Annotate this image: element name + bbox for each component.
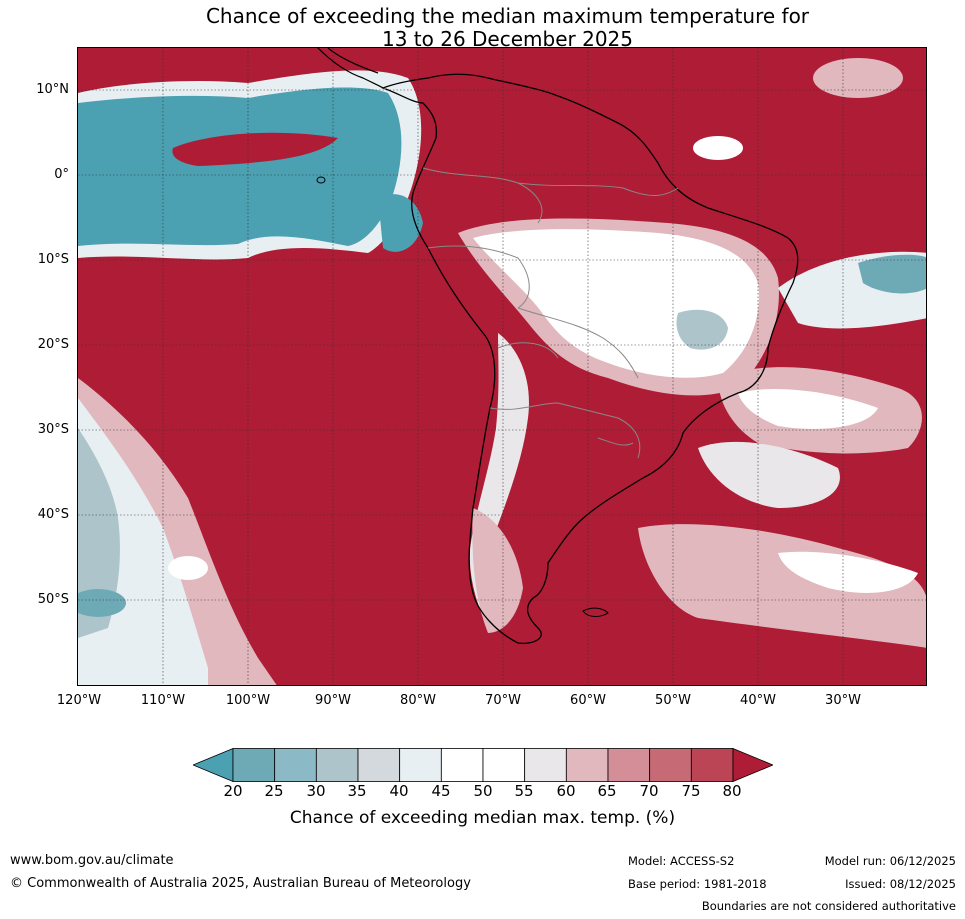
colorbar-swatch: [274, 748, 317, 782]
atlantic-low-core: [858, 254, 926, 294]
chart-title: Chance of exceeding the median maximum t…: [0, 5, 965, 51]
colorbar-tick: 35: [347, 782, 367, 800]
atlantic-white-3: [778, 551, 918, 593]
pacific-low-band: [78, 87, 402, 246]
lon-label-40w: 40°W: [740, 693, 776, 708]
se-pacific-low-spot: [78, 589, 126, 617]
lat-label-50s: 50°S: [37, 592, 69, 607]
lon-label-120w: 120°W: [56, 693, 102, 708]
colorbar-extend-low: [193, 748, 234, 782]
lat-label-20s: 20°S: [37, 337, 69, 352]
lon-label-30w: 30°W: [825, 693, 861, 708]
copyright-text: © Commonwealth of Australia 2025, Austra…: [10, 876, 471, 891]
lon-label-60w: 60°W: [570, 693, 606, 708]
colorbar-tick: 25: [264, 782, 284, 800]
south-america-coastline: [381, 73, 799, 644]
colorbar-swatch: [357, 748, 401, 782]
colorbar-tick: 45: [431, 782, 451, 800]
gridlines: [78, 48, 926, 685]
colorbar-swatch: [399, 748, 442, 782]
se-pacific-low: [78, 428, 120, 638]
atlantic-mixed-2: [698, 441, 840, 508]
colorbar-tick: 55: [514, 782, 534, 800]
sa-interior-blue: [676, 309, 728, 350]
lon-label-80w: 80°W: [400, 693, 436, 708]
title-line-1: Chance of exceeding the median maximum t…: [205, 4, 810, 28]
patagonia-pale: [472, 508, 523, 633]
model-run: Model run: 06/12/2025: [824, 854, 956, 868]
colorbar-swatch: [232, 748, 276, 782]
se-pacific-near-median-spot: [168, 556, 208, 580]
lat-label-0: 0°: [54, 167, 69, 182]
lon-label-110w: 110°W: [140, 693, 186, 708]
colorbar-tick: 60: [556, 782, 576, 800]
lon-label-90w: 90°W: [315, 693, 351, 708]
boundaries-disclaimer: Boundaries are not considered authoritat…: [701, 899, 956, 913]
lat-label-10s: 10°S: [37, 252, 69, 267]
colorbar-tick: 30: [306, 782, 326, 800]
colorbar-tick: 75: [681, 782, 701, 800]
website-link[interactable]: www.bom.gov.au/climate: [10, 853, 174, 868]
galapagos-islands: [316, 176, 326, 184]
lat-label-40s: 40°S: [37, 507, 69, 522]
colorbar-swatch: [440, 748, 484, 782]
probability-map[interactable]: [77, 47, 927, 686]
falkland-islands: [582, 607, 609, 617]
colorbar-tick: 65: [597, 782, 617, 800]
central-america-coastline: [317, 48, 384, 89]
colorbar-tick: 20: [223, 782, 243, 800]
base-period: Base period: 1981-2018: [628, 877, 767, 891]
colorbar-tick: 40: [389, 782, 409, 800]
colorbar-swatch: [649, 748, 692, 782]
north-atlantic-patch: [813, 58, 903, 98]
pacific-low-inner: [172, 132, 338, 166]
model-name: Model: ACCESS-S2: [628, 854, 735, 868]
colorbar-extend-high: [732, 748, 773, 782]
lon-label-70w: 70°W: [485, 693, 521, 708]
lon-label-100w: 100°W: [225, 693, 271, 708]
colorbar-swatch: [524, 748, 567, 782]
colorbar-swatch: [315, 748, 359, 782]
amazon-red-core: [528, 111, 734, 184]
colorbar-swatch: [482, 748, 526, 782]
atlantic-mixed-3: [638, 524, 926, 648]
issued-date: Issued: 08/12/2025: [845, 877, 956, 891]
lat-label-30s: 30°S: [37, 422, 69, 437]
map-canvas: [78, 48, 926, 685]
guiana-white-patch: [693, 136, 743, 160]
colorbar-swatch: [565, 748, 609, 782]
colorbar-label: Chance of exceeding median max. temp. (%…: [289, 808, 676, 828]
colorbar-tick: 80: [722, 782, 742, 800]
colorbar-tick: 70: [639, 782, 659, 800]
colorbar-swatch: [690, 748, 734, 782]
colorbar: [193, 748, 773, 782]
lat-label-10n: 10°N: [36, 82, 69, 97]
country-borders: [422, 167, 679, 459]
title-line-2: 13 to 26 December 2025: [381, 27, 633, 51]
lon-label-50w: 50°W: [655, 693, 691, 708]
colorbar-tick: 50: [473, 782, 493, 800]
colorbar-swatch: [607, 748, 651, 782]
